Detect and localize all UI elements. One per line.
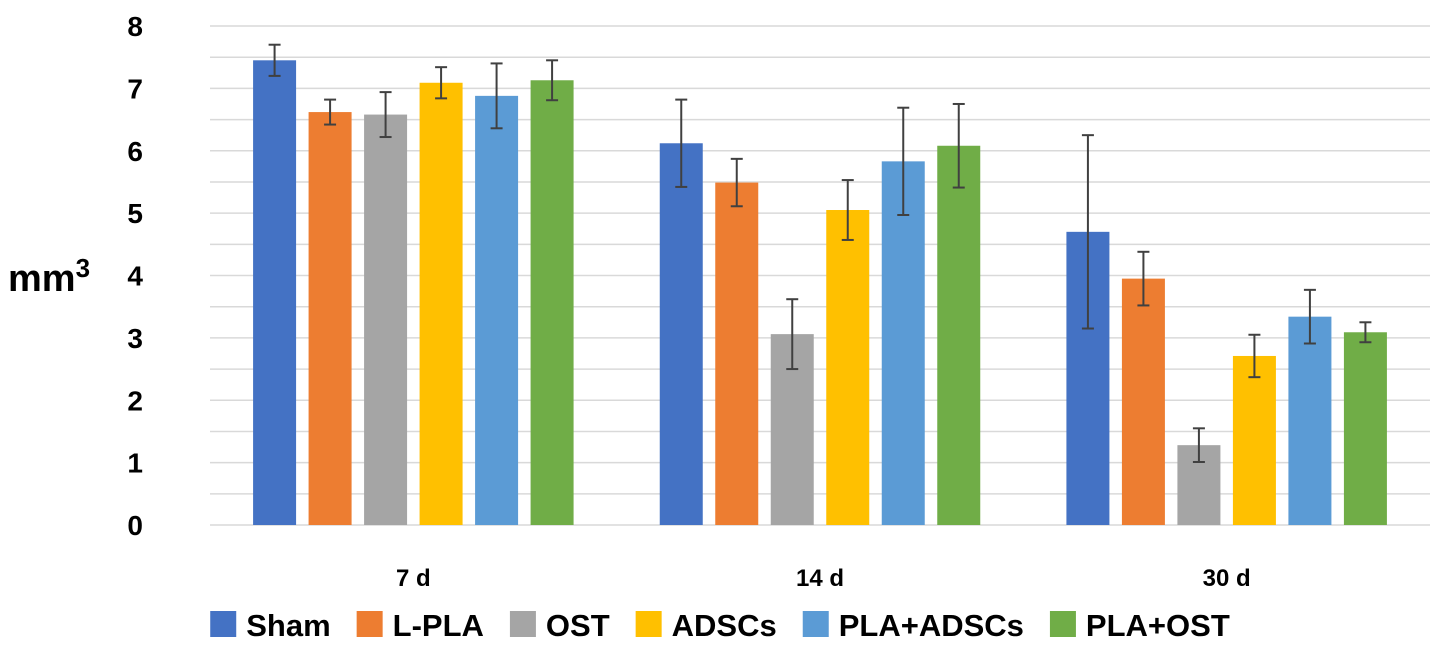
- legend-item: OST: [509, 608, 610, 643]
- legend-swatch: [210, 611, 237, 637]
- error-bar: [490, 62, 503, 130]
- legend-swatch: [635, 611, 662, 637]
- legend-item: PLA+OST: [1049, 608, 1230, 643]
- bars: [253, 60, 1387, 526]
- gridlines: [210, 25, 1430, 526]
- bar: [253, 60, 297, 526]
- y-tick-label: 7: [127, 73, 143, 104]
- legend-label: Sham: [246, 608, 330, 643]
- bar: [419, 82, 463, 525]
- bar: [826, 210, 870, 525]
- legend: Sham L-PLA OST ADSCs PLA+ADSCs PLA+OST: [210, 608, 1230, 643]
- error-bar: [786, 298, 799, 371]
- legend-label: ADSCs: [672, 608, 777, 643]
- error-bar: [841, 179, 854, 241]
- bar: [881, 161, 925, 525]
- error-bar: [1137, 250, 1150, 307]
- y-tick-label: 8: [127, 11, 143, 42]
- error-bar: [324, 98, 337, 126]
- bar: [1121, 278, 1165, 525]
- error-bar: [1192, 427, 1205, 464]
- y-axis-label: mm3: [8, 253, 90, 300]
- x-category-label: 14 d: [796, 565, 844, 592]
- legend-label: OST: [546, 608, 610, 643]
- error-bar: [268, 43, 281, 77]
- bar: [1343, 332, 1387, 525]
- legend-swatch: [1049, 611, 1076, 637]
- legend-label: L-PLA: [393, 608, 484, 643]
- legend-swatch: [356, 611, 383, 637]
- error-bar: [1081, 134, 1094, 330]
- bar: [1232, 355, 1276, 525]
- y-tick-label: 1: [127, 448, 143, 479]
- y-axis-label-superscript: 3: [76, 253, 90, 283]
- legend-label: PLA+OST: [1086, 608, 1230, 643]
- y-tick-label: 6: [127, 136, 143, 167]
- y-tick-label: 5: [127, 198, 143, 229]
- error-bar: [1359, 321, 1372, 344]
- error-bar: [675, 98, 688, 188]
- legend-swatch: [802, 611, 829, 637]
- y-tick-label: 4: [127, 261, 143, 292]
- bar: [715, 182, 759, 525]
- legend-item: Sham: [210, 608, 331, 643]
- x-category-label: 7 d: [396, 565, 431, 592]
- bar: [475, 95, 519, 526]
- bar: [1288, 316, 1332, 525]
- error-bar: [435, 66, 448, 100]
- y-tick-label: 0: [127, 510, 143, 541]
- legend-item: L-PLA: [356, 608, 484, 643]
- y-axis-ticks: 0 1 2 3 4 5 6 7 8: [127, 11, 143, 541]
- legend-item: PLA+ADSCs: [802, 608, 1024, 643]
- error-bar: [379, 91, 392, 139]
- error-bar: [546, 59, 559, 102]
- legend-item: ADSCs: [635, 608, 777, 643]
- legend-label: PLA+ADSCs: [839, 608, 1024, 643]
- bar: [530, 80, 574, 526]
- bar: [308, 112, 352, 525]
- error-bar: [952, 102, 965, 189]
- legend-swatch: [509, 611, 536, 637]
- bar: [659, 143, 703, 525]
- x-axis-categories: 7 d 14 d 30 d: [396, 565, 1251, 592]
- error-bar: [730, 157, 743, 208]
- error-bar: [1303, 288, 1316, 345]
- x-category-label: 30 d: [1203, 565, 1251, 592]
- error-bar: [897, 106, 910, 216]
- error-bars: [268, 43, 1372, 464]
- bar: [937, 145, 981, 525]
- y-tick-label: 2: [127, 385, 143, 416]
- y-tick-label: 3: [127, 323, 143, 354]
- error-bar: [1248, 333, 1261, 379]
- y-axis-label-main: mm: [8, 258, 76, 300]
- bar: [364, 114, 408, 525]
